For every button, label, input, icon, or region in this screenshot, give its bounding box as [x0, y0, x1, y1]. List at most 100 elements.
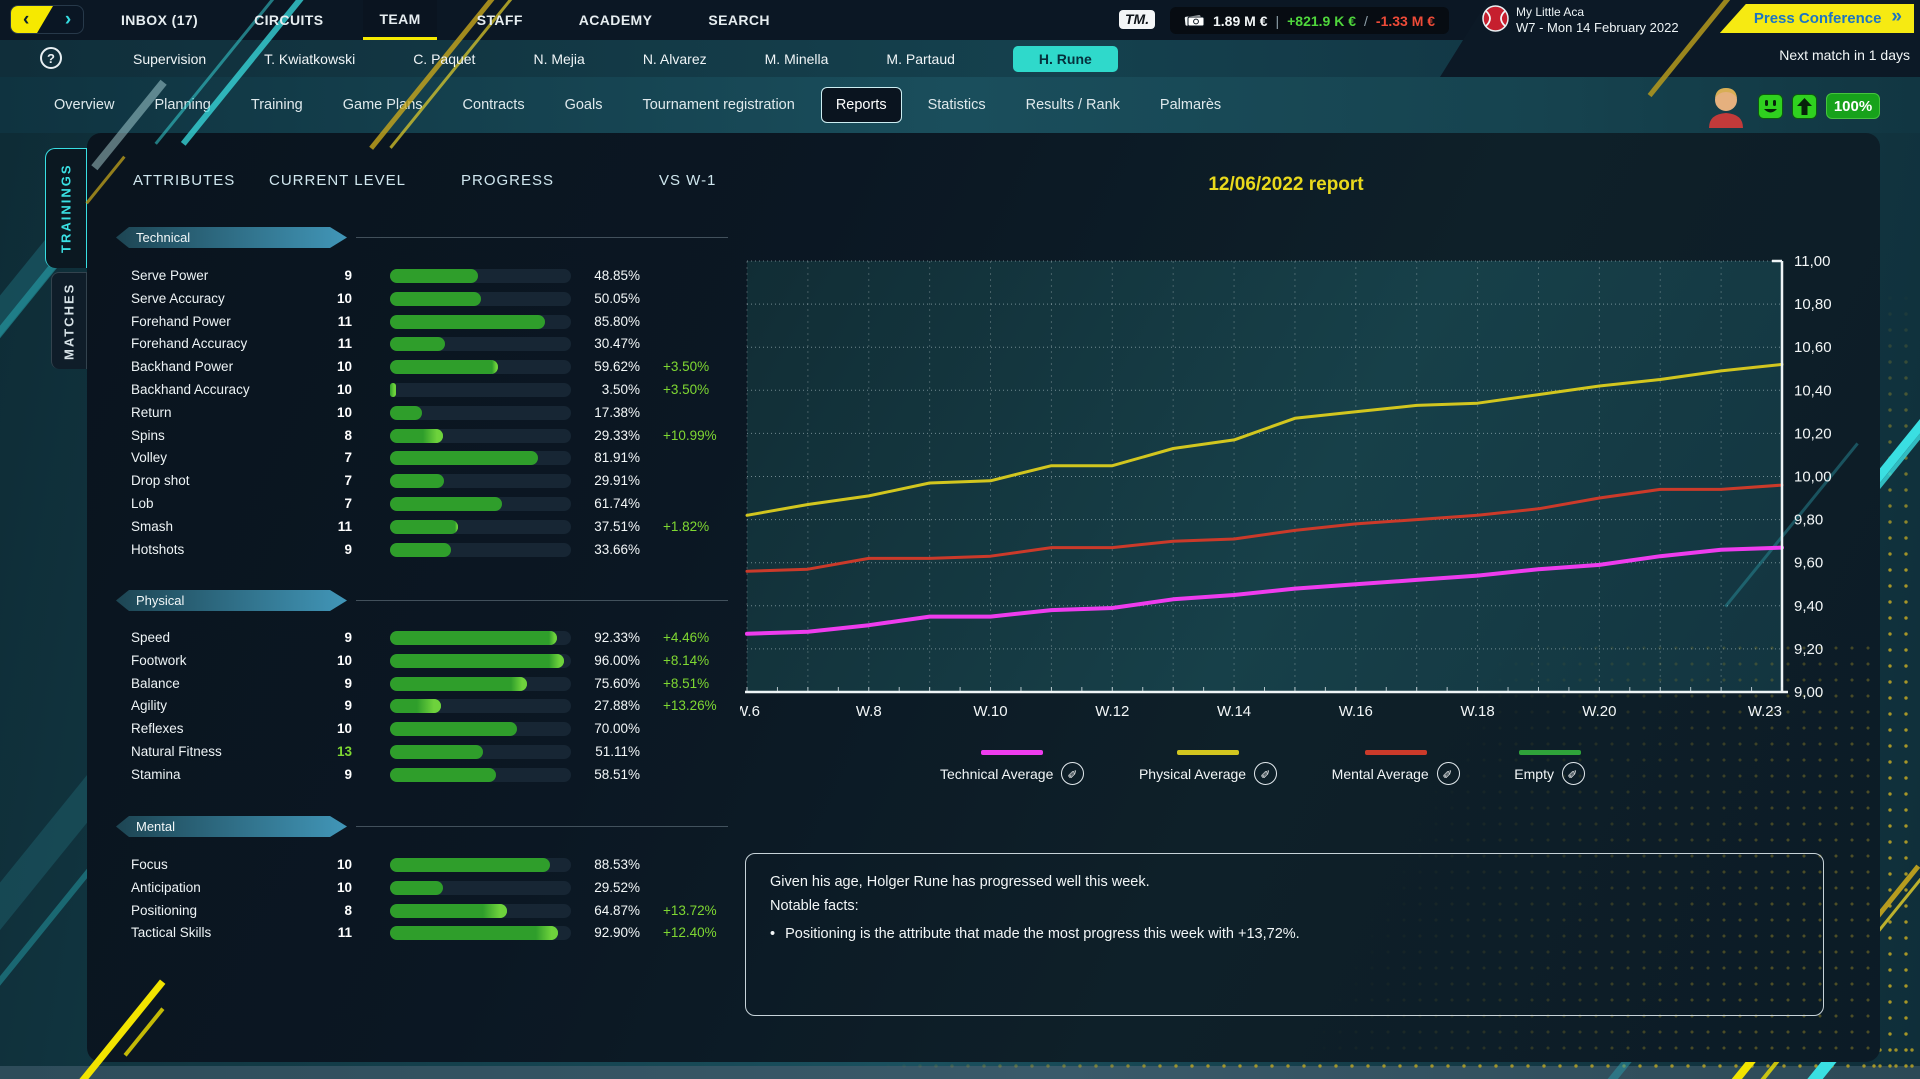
player-photo[interactable] — [1703, 84, 1749, 128]
legend-row: Mental Average ✎ — [1332, 762, 1460, 785]
press-conference-button[interactable]: Press Conference » — [1719, 4, 1914, 33]
tab-planning[interactable]: Planning — [154, 97, 211, 113]
nav-item-team[interactable]: TEAM — [363, 0, 437, 40]
section-title: Technical — [136, 230, 191, 245]
y-axis-label: 10,40 — [1794, 382, 1832, 399]
tab-overview[interactable]: Overview — [54, 97, 115, 113]
attribute-row[interactable]: Backhand Power 10 59.62% +3.50% — [116, 356, 746, 379]
nav-item-staff[interactable]: STAFF — [476, 12, 523, 28]
legend-edit-button[interactable]: ✎ — [1254, 762, 1278, 785]
y-axis-label: 9,40 — [1794, 598, 1823, 615]
attribute-row[interactable]: Positioning 8 64.87% +13.72% — [116, 900, 746, 923]
forward-button[interactable]: › — [53, 6, 83, 33]
tab-results-rank[interactable]: Results / Rank — [1025, 97, 1120, 113]
tab-training[interactable]: Training — [250, 97, 303, 113]
player-item-h-rune[interactable]: H. Rune — [1012, 45, 1118, 72]
player-item-c-paquet[interactable]: C. Paquet — [413, 50, 476, 67]
attribute-level: 9 — [344, 675, 352, 691]
attribute-progress-tip — [390, 382, 397, 397]
side-tab-matches[interactable]: MATCHES — [51, 272, 87, 369]
legend-edit-button[interactable]: ✎ — [1061, 762, 1085, 785]
series-mental-average — [745, 483, 1784, 573]
attribute-progress-tip — [454, 519, 458, 534]
tab-contracts[interactable]: Contracts — [462, 97, 525, 113]
attribute-row[interactable]: Serve Power 9 48.85% — [116, 265, 746, 288]
attribute-progress-bar — [390, 451, 571, 466]
legend-label: Physical Average — [1138, 765, 1247, 782]
player-item-m-partaud[interactable]: M. Partaud — [886, 50, 955, 67]
attribute-label: Serve Power — [131, 268, 209, 283]
attribute-row[interactable]: Drop shot 7 29.91% — [116, 470, 746, 493]
attribute-row[interactable]: Stamina 9 58.51% — [116, 764, 746, 787]
attribute-row[interactable]: Balance 9 75.60% +8.51% — [116, 673, 746, 696]
notes-bullet-text: Positioning is the attribute that made t… — [785, 926, 1300, 942]
attribute-progress-value: 37.51% — [594, 518, 640, 534]
tab-reports[interactable]: Reports — [820, 87, 902, 123]
attribute-label: Forehand Power — [131, 313, 231, 329]
section-divider — [356, 237, 728, 238]
section-banner-mental: Mental — [116, 816, 347, 837]
attribute-row[interactable]: Serve Accuracy 10 50.05% — [116, 288, 746, 311]
attribute-progress-value: 48.85% — [594, 268, 640, 283]
attribute-progress-fill — [390, 744, 483, 759]
nav-item-circuits[interactable]: CIRCUITS — [254, 12, 324, 28]
nav-item-academy[interactable]: ACADEMY — [578, 12, 653, 28]
attribute-row[interactable]: Spins 8 29.33% +10.99% — [116, 425, 746, 448]
attribute-row[interactable]: Hotshots 9 33.66% — [116, 539, 746, 562]
attribute-label: Speed — [131, 630, 171, 645]
attribute-row[interactable]: Agility 9 27.88% +13.26% — [116, 695, 746, 718]
attribute-row[interactable]: Reflexes 10 70.00% — [116, 718, 746, 741]
attribute-delta: +3.50% — [663, 381, 710, 397]
help-icon[interactable]: ? — [40, 47, 62, 69]
attribute-row[interactable]: Speed 9 92.33% +4.46% — [116, 627, 746, 650]
attribute-level: 10 — [336, 652, 352, 668]
tab-goals[interactable]: Goals — [564, 97, 603, 113]
legend-edit-button[interactable]: ✎ — [1561, 762, 1585, 785]
attribute-row[interactable]: Forehand Accuracy 11 30.47% — [116, 333, 746, 356]
legend-row: Empty ✎ — [1514, 762, 1585, 785]
attribute-row[interactable]: Tactical Skills 11 92.90% +12.40% — [116, 922, 746, 945]
attribute-row[interactable]: Forehand Power 11 85.80% — [116, 311, 746, 334]
attribute-progress-value: 75.60% — [594, 675, 640, 691]
attribute-row[interactable]: Return 10 17.38% — [116, 402, 746, 425]
tab-palmarès[interactable]: Palmarès — [1159, 97, 1222, 113]
attribute-progress-bar — [390, 722, 571, 737]
attribute-delta: +8.51% — [663, 675, 710, 691]
player-item-m-minella[interactable]: M. Minella — [764, 50, 829, 67]
nav-item-inbox-17[interactable]: INBOX (17) — [121, 12, 199, 28]
attribute-row[interactable]: Footwork 10 96.00% +8.14% — [116, 650, 746, 673]
player-item-supervision[interactable]: Supervision — [133, 50, 207, 67]
attribute-row[interactable]: Focus 10 88.53% — [116, 854, 746, 877]
section-rows: Serve Power 9 48.85% Serve Accuracy 10 50.05%… — [116, 265, 746, 561]
attribute-progress-fill — [390, 722, 517, 737]
tab-game-plans[interactable]: Game Plans — [342, 97, 423, 113]
attribute-progress-fill — [390, 269, 479, 283]
section-banner-physical: Physical — [116, 590, 347, 611]
attribute-row[interactable]: Backhand Accuracy 10 3.50% +3.50% — [116, 379, 746, 402]
attribute-progress-value: 3.50% — [601, 381, 640, 397]
back-button[interactable]: ‹ — [11, 6, 53, 33]
notes-line-1: Given his age, Holger Rune has progresse… — [770, 874, 1150, 890]
attribute-row[interactable]: Anticipation 10 29.52% — [116, 877, 746, 900]
player-item-n-mejia[interactable]: N. Mejia — [533, 50, 585, 67]
tab-tournament-registration[interactable]: Tournament registration — [642, 97, 795, 113]
side-tab-trainings[interactable]: TRAININGS — [45, 148, 87, 268]
attribute-label: Natural Fitness — [131, 743, 222, 759]
attribute-row[interactable]: Lob 7 61.74% — [116, 493, 746, 516]
player-item-n-alvarez[interactable]: N. Alvarez — [642, 50, 707, 67]
section-divider — [356, 600, 728, 601]
attribute-row[interactable]: Smash 11 37.51% +1.82% — [116, 516, 746, 539]
side-tabs: TRAININGS MATCHES — [45, 148, 87, 369]
attribute-progress-value: 96.00% — [594, 652, 640, 668]
attribute-progress-bar — [390, 653, 571, 668]
attribute-row[interactable]: Natural Fitness 13 51.11% — [116, 741, 746, 764]
attribute-progress-tip — [535, 926, 559, 941]
tab-statistics[interactable]: Statistics — [927, 97, 986, 113]
nav-item-search[interactable]: SEARCH — [708, 12, 770, 28]
legend-edit-button[interactable]: ✎ — [1436, 762, 1460, 785]
tennis-ball-icon — [1482, 5, 1509, 32]
attribute-progress-bar — [390, 428, 571, 443]
attribute-row[interactable]: Volley 7 81.91% — [116, 447, 746, 470]
attribute-level: 9 — [344, 541, 352, 557]
player-item-t-kwiatkowski[interactable]: T. Kwiatkowski — [264, 50, 356, 67]
